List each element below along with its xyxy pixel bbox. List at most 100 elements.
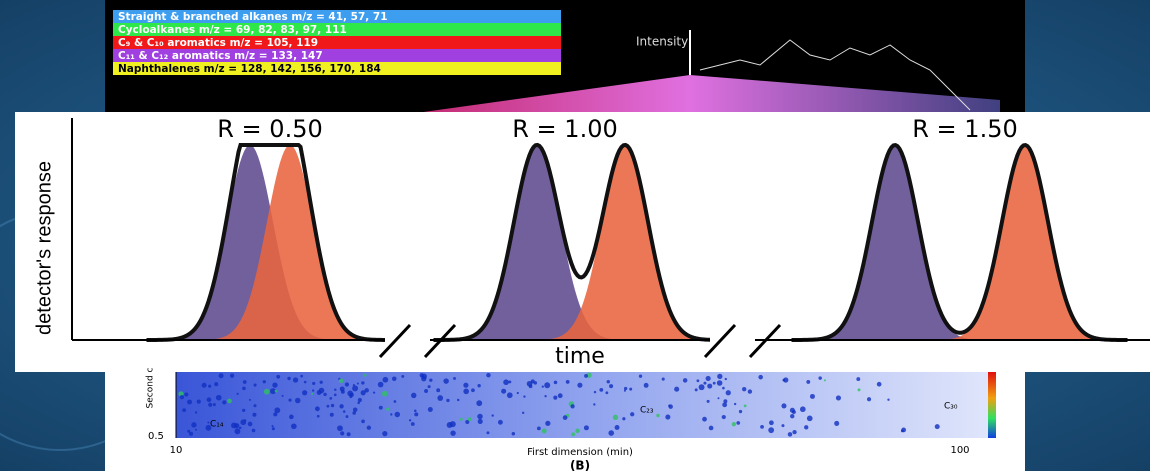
spot xyxy=(866,397,872,402)
spot xyxy=(476,400,483,407)
spot xyxy=(253,404,257,408)
spot xyxy=(436,388,441,393)
spot xyxy=(781,403,787,409)
spot xyxy=(356,382,359,385)
spot xyxy=(446,398,450,403)
spot xyxy=(741,386,747,392)
spot xyxy=(339,404,344,409)
spot xyxy=(705,375,711,382)
spot xyxy=(477,413,483,420)
spot xyxy=(818,376,822,380)
top-image: Intensity Straight & branched alkanes m/… xyxy=(105,0,1025,120)
spot xyxy=(251,428,256,433)
spot xyxy=(463,388,469,395)
spot xyxy=(723,399,728,404)
spot xyxy=(242,408,246,413)
spot xyxy=(467,417,472,422)
spot xyxy=(363,373,367,377)
y-tick-label: 0.5 xyxy=(148,431,164,442)
spot xyxy=(599,387,604,392)
spot xyxy=(508,380,512,384)
spot xyxy=(707,383,713,389)
spot xyxy=(790,414,795,419)
spot xyxy=(295,397,301,404)
spot xyxy=(386,407,390,411)
spot xyxy=(281,394,284,397)
spot xyxy=(208,384,212,388)
spot xyxy=(207,421,210,424)
spot xyxy=(390,413,393,416)
spot xyxy=(835,395,842,401)
spot xyxy=(760,424,764,429)
spot xyxy=(624,386,628,391)
spot xyxy=(179,395,185,400)
spot xyxy=(215,394,222,401)
spot xyxy=(731,422,737,427)
spot xyxy=(242,380,247,384)
legend-swatch xyxy=(113,36,561,49)
spot xyxy=(887,398,890,401)
spot xyxy=(823,379,826,382)
spot xyxy=(274,389,278,393)
spot xyxy=(206,397,212,403)
spot xyxy=(722,386,725,390)
legend-swatch xyxy=(113,10,561,23)
panel-label: R = 1.00 xyxy=(512,115,617,143)
spot xyxy=(271,427,275,431)
spot xyxy=(361,381,365,385)
spot xyxy=(366,425,372,430)
legend-text: Cycloalkanes m/z = 69, 82, 83, 97, 111 xyxy=(118,24,347,36)
spot xyxy=(201,382,207,388)
spot xyxy=(768,420,774,426)
spot xyxy=(716,380,723,386)
spot xyxy=(643,382,649,388)
spot xyxy=(758,374,763,380)
spot xyxy=(557,393,563,399)
spot xyxy=(337,425,343,432)
spot xyxy=(553,380,558,385)
spot xyxy=(437,395,444,401)
spot xyxy=(698,384,705,391)
spot xyxy=(427,385,431,389)
spot xyxy=(329,412,334,417)
spot xyxy=(208,402,213,407)
spot xyxy=(571,432,576,437)
spot xyxy=(612,414,619,420)
spot xyxy=(623,389,626,392)
spot xyxy=(334,388,337,391)
spot xyxy=(806,379,811,384)
envelope xyxy=(433,142,728,342)
spot xyxy=(523,395,526,398)
x-axis-label: First dimension (min) xyxy=(527,447,633,458)
spot xyxy=(314,406,320,412)
spot xyxy=(222,400,227,405)
spot xyxy=(453,377,456,380)
spot xyxy=(330,403,335,408)
spot xyxy=(789,407,795,413)
panel-label: R = 0.50 xyxy=(217,115,322,143)
caption: (B) xyxy=(570,459,590,472)
spot xyxy=(630,412,635,417)
spot xyxy=(738,409,743,414)
peak xyxy=(445,145,629,340)
spot xyxy=(427,407,433,413)
spot xyxy=(717,397,720,400)
spot xyxy=(394,411,401,418)
spot xyxy=(344,382,350,387)
spot xyxy=(506,392,513,399)
spot xyxy=(443,378,449,384)
spot xyxy=(456,398,460,402)
spot xyxy=(708,425,714,431)
spot xyxy=(413,409,417,413)
spot xyxy=(736,421,741,425)
spot xyxy=(184,392,189,397)
spot xyxy=(491,414,494,417)
spot xyxy=(311,389,315,392)
x-axis-label: time xyxy=(555,344,605,369)
spot xyxy=(783,377,789,383)
spot xyxy=(318,387,325,394)
spot xyxy=(326,404,330,408)
spot xyxy=(545,420,551,426)
